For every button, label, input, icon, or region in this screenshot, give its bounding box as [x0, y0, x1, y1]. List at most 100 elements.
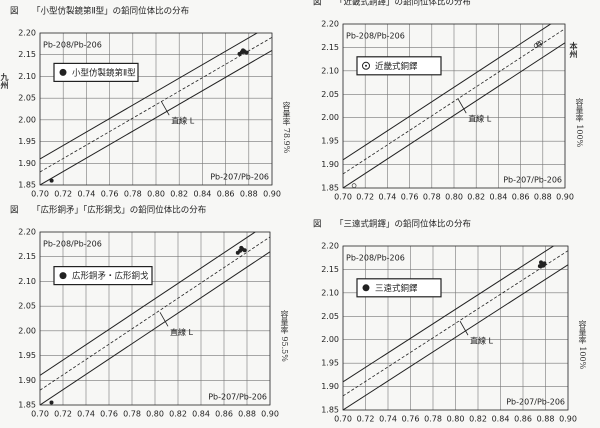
legend-label: 近畿式銅鐸	[375, 61, 418, 72]
label-arrow	[457, 98, 467, 114]
legend-box	[53, 62, 139, 83]
x-tick-label: 0.78	[123, 410, 141, 419]
x-tick-label: 0.82	[169, 410, 187, 419]
x-tick-label: 0.76	[100, 410, 118, 419]
x-tick-label: 0.72	[357, 415, 375, 424]
figure-label: 図	[10, 7, 19, 17]
figure-label: 図	[313, 0, 322, 8]
y-tick-label: 1.90	[18, 376, 36, 385]
y-tick-label: 1.95	[18, 351, 36, 360]
x-tick-label: 0.82	[170, 190, 188, 199]
y-tick-label: 2.20	[18, 29, 36, 38]
data-point	[536, 41, 541, 46]
chart-title: 「小型仿製鏡第Ⅱ型」の鉛同位体比の分布	[32, 6, 189, 17]
y-tick-label: 2.10	[321, 288, 339, 297]
handwritten-note: 容量率 95.5%	[280, 309, 289, 362]
x-axis-label: Pb-207/Pb-206	[208, 393, 267, 402]
data-point	[351, 183, 357, 188]
y-tick-label: 1.95	[321, 137, 339, 146]
x-tick-label: 0.70	[31, 190, 49, 199]
x-tick-label: 0.90	[263, 190, 281, 199]
chart-title: 「三遠式銅鐸」の鉛同位体比の分布	[335, 219, 471, 230]
x-tick-label: 0.74	[378, 193, 396, 202]
reference-line	[343, 42, 565, 188]
legend-marker	[362, 284, 370, 292]
y-tick-label: 2.05	[321, 312, 339, 321]
reference-line	[40, 49, 272, 185]
reference-line	[343, 24, 552, 161]
y-axis-label: Pb-208/Pb-206	[43, 240, 102, 249]
x-tick-label: 0.80	[147, 190, 165, 199]
x-tick-label: 0.86	[217, 190, 235, 199]
handwritten-note: 容量率 100%	[575, 97, 584, 148]
y-axis-label: Pb-208/Pb-206	[346, 32, 405, 41]
legend-box	[53, 266, 153, 286]
x-tick-label: 0.70	[31, 410, 49, 419]
y-axis-label: Pb-208/Pb-206	[346, 254, 405, 263]
x-tick-label: 0.78	[423, 193, 441, 202]
x-tick-label: 0.90	[556, 193, 574, 202]
y-tick-label: 1.95	[18, 137, 36, 146]
reference-line	[40, 251, 270, 405]
x-tick-label: 0.76	[402, 415, 420, 424]
data-point	[49, 400, 54, 405]
x-tick-label: 0.88	[534, 193, 552, 202]
x-tick-label: 0.76	[401, 193, 419, 202]
y-tick-label: 2.20	[18, 228, 36, 237]
x-tick-label: 0.82	[469, 415, 487, 424]
x-tick-label: 0.78	[424, 415, 442, 424]
x-tick-label: 0.74	[77, 190, 95, 199]
x-axis-label: Pb-207/Pb-206	[503, 176, 562, 185]
x-tick-label: 0.84	[192, 410, 210, 419]
x-axis-label: Pb-207/Pb-206	[506, 398, 565, 407]
x-tick-label: 0.86	[514, 415, 532, 424]
y-tick-label: 2.00	[18, 326, 36, 335]
data-point	[239, 245, 244, 250]
reference-line	[40, 232, 257, 376]
figure-label: 図	[313, 220, 322, 230]
y-tick-label: 2.20	[321, 20, 339, 29]
y-tick-label: 2.00	[321, 113, 339, 122]
x-tick-label: 0.84	[489, 193, 507, 202]
data-point	[244, 50, 249, 55]
y-tick-label: 1.85	[18, 401, 36, 410]
y-tick-label: 1.90	[321, 382, 339, 391]
reference-line	[40, 33, 259, 160]
y-tick-label: 2.05	[18, 302, 36, 311]
plot-frame	[342, 245, 569, 411]
x-tick-label: 0.88	[240, 190, 258, 199]
handwritten-note: 容量率 78.9%	[282, 100, 291, 153]
y-tick-label: 1.90	[321, 160, 339, 169]
y-tick-label: 1.85	[18, 181, 36, 190]
x-tick-label: 0.70	[334, 193, 352, 202]
plot-frame	[39, 231, 271, 406]
y-tick-label: 2.15	[18, 252, 36, 261]
label-arrow	[159, 312, 169, 327]
x-tick-label: 0.72	[54, 410, 72, 419]
legend-label: 小型仿製鏡第Ⅱ型	[72, 67, 136, 78]
legend-marker	[59, 68, 67, 76]
x-tick-label: 0.74	[77, 410, 95, 419]
y-tick-label: 2.10	[321, 66, 339, 75]
legend-label: 広形銅矛・広形銅戈	[72, 271, 149, 282]
x-tick-label: 0.90	[261, 410, 279, 419]
x-tick-label: 0.78	[124, 190, 142, 199]
y-tick-label: 1.90	[18, 159, 36, 168]
data-point	[242, 248, 247, 253]
label-arrow	[459, 320, 469, 336]
legend-marker	[59, 272, 67, 280]
line-label: 直線 L	[470, 336, 494, 346]
reference-line	[40, 236, 270, 391]
y-tick-label: 2.00	[321, 335, 339, 344]
x-tick-label: 0.86	[512, 193, 530, 202]
x-tick-label: 0.84	[193, 190, 211, 199]
x-tick-label: 0.76	[101, 190, 119, 199]
x-tick-label: 0.80	[146, 410, 164, 419]
line-label: 直線 L	[171, 116, 195, 126]
legend-marker	[362, 61, 370, 70]
chart: 図 「三遠式銅鐸」の鉛同位体比の分布 0.70 0.72 0.74 0.76 0.78 0.8…	[313, 219, 587, 424]
plot-frame	[39, 32, 273, 186]
data-point	[539, 260, 543, 265]
handwritten-note: 容量率 100%	[578, 319, 587, 370]
x-tick-label: 0.80	[447, 415, 465, 424]
